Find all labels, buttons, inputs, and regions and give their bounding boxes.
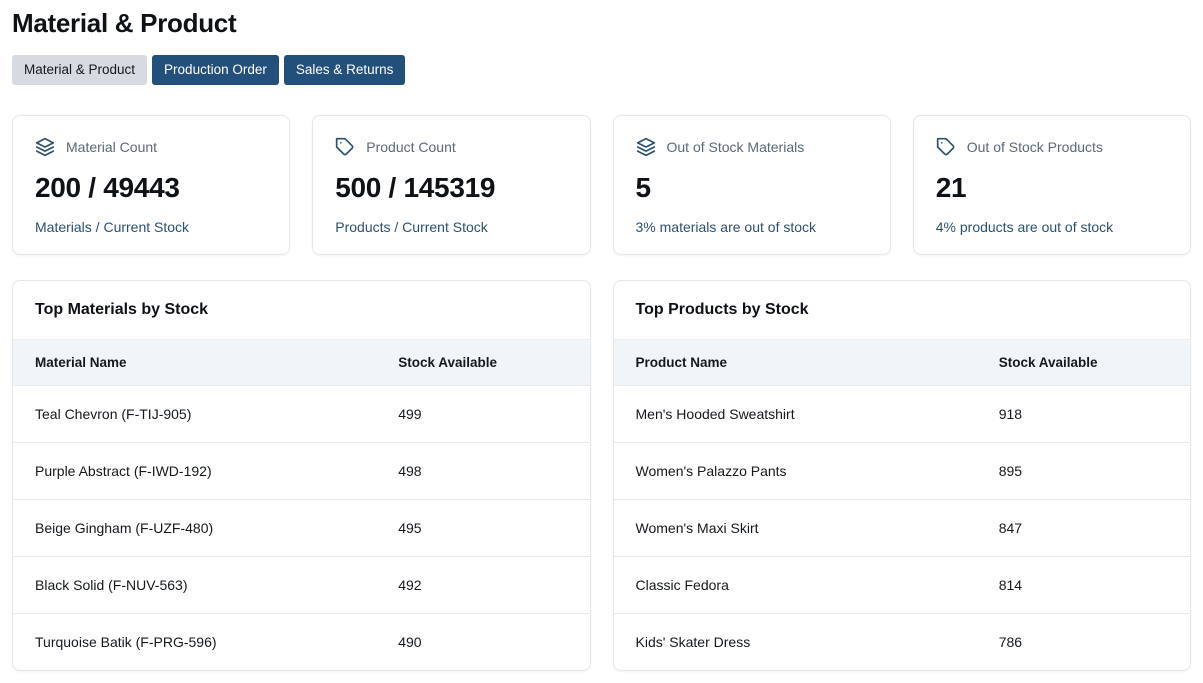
column-header-stock: Stock Available [376, 338, 590, 385]
stat-card-out-of-stock-products: Out of Stock Products 21 4% products are o… [912, 114, 1191, 255]
row-stock: 490 [376, 612, 590, 670]
row-stock: 918 [976, 384, 1190, 442]
row-stock: 492 [376, 555, 590, 613]
stat-card-value: 5 [635, 171, 652, 203]
stat-card-subtitle: Materials / Current Stock [35, 218, 190, 235]
table-row: Kids' Skater Dress 786 [613, 612, 1190, 670]
row-name: Men's Hooded Sweatshirt [613, 384, 977, 442]
stat-card-out-of-stock-materials: Out of Stock Materials 5 3% materials are … [612, 114, 891, 255]
layers-icon [35, 137, 55, 157]
column-header-name: Product Name [613, 338, 977, 385]
data-table: Material Name Stock Available Teal Chevron… [13, 338, 590, 670]
table-row: Women's Palazzo Pants 895 [613, 441, 1190, 499]
row-name: Women's Palazzo Pants [613, 441, 977, 499]
row-stock: 498 [376, 441, 590, 499]
stat-card-value: 200 / 49443 [35, 171, 180, 203]
stat-card-value: 21 [935, 171, 967, 203]
stat-card-label: Out of Stock Products [966, 138, 1103, 155]
table-row: Men's Hooded Sweatshirt 918 [613, 384, 1190, 442]
row-name: Purple Abstract (F-IWD-192) [13, 441, 377, 499]
table-row: Teal Chevron (F-TIJ-905) 499 [13, 384, 590, 442]
table-panel-top-products-by-stock: Top Products by Stock Product Name Stock A… [612, 279, 1191, 671]
table-panel-top-materials-by-stock: Top Materials by Stock Material Name Stock… [12, 279, 591, 671]
row-stock: 786 [976, 612, 1190, 670]
table-row: Beige Gingham (F-UZF-480) 495 [13, 498, 590, 556]
row-name: Black Solid (F-NUV-563) [13, 555, 377, 613]
row-stock: 847 [976, 498, 1190, 556]
table-row: Women's Maxi Skirt 847 [613, 498, 1190, 556]
table-title: Top Materials by Stock [35, 300, 209, 318]
stat-card-header: Material Count [35, 137, 267, 157]
column-header-name: Material Name [13, 338, 377, 385]
tables-row: Top Materials by Stock Material Name Stock… [12, 279, 1191, 671]
column-header-stock: Stock Available [976, 338, 1190, 385]
table-row: Turquoise Batik (F-PRG-596) 490 [13, 612, 590, 670]
data-table: Product Name Stock Available Men's Hooded … [613, 338, 1190, 670]
stat-card-subtitle: 4% products are out of stock [935, 218, 1114, 235]
table-row: Black Solid (F-NUV-563) 492 [13, 555, 590, 613]
tab-production-order[interactable]: Production Order [152, 55, 279, 85]
row-name: Beige Gingham (F-UZF-480) [13, 498, 377, 556]
table-title: Top Products by Stock [635, 300, 809, 318]
row-name: Classic Fedora [613, 555, 977, 613]
table-header-row: Material Name Stock Available [13, 338, 590, 385]
layers-icon [636, 137, 656, 157]
stat-card-subtitle: Products / Current Stock [335, 218, 488, 235]
stat-card-subtitle: 3% materials are out of stock [635, 218, 817, 235]
row-name: Kids' Skater Dress [613, 612, 977, 670]
table-row: Purple Abstract (F-IWD-192) 498 [13, 441, 590, 499]
table-header-row: Product Name Stock Available [613, 338, 1190, 385]
stat-card-label: Product Count [366, 138, 456, 155]
row-stock: 814 [976, 555, 1190, 613]
stat-cards-row: Material Count 200 / 49443 Materials / Cur… [12, 114, 1191, 255]
stat-card-header: Out of Stock Materials [636, 137, 868, 157]
stat-card-label: Material Count [66, 138, 158, 155]
row-name: Teal Chevron (F-TIJ-905) [13, 384, 377, 442]
stat-card-value: 500 / 145319 [335, 171, 496, 203]
row-name: Turquoise Batik (F-PRG-596) [13, 612, 377, 670]
stat-card-label: Out of Stock Materials [666, 138, 805, 155]
table-row: Classic Fedora 814 [613, 555, 1190, 613]
page-title: Material & Product [12, 8, 237, 38]
row-stock: 495 [376, 498, 590, 556]
row-stock: 499 [376, 384, 590, 442]
tab-sales-returns[interactable]: Sales & Returns [283, 55, 406, 85]
tag-icon [335, 137, 355, 157]
stat-card-product-count: Product Count 500 / 145319 Products / Curr… [312, 114, 591, 255]
row-name: Women's Maxi Skirt [613, 498, 977, 556]
stat-card-header: Product Count [335, 137, 567, 157]
tag-icon [936, 137, 956, 157]
tab-material-product[interactable]: Material & Product [12, 55, 148, 85]
stat-card-header: Out of Stock Products [936, 137, 1168, 157]
stat-card-material-count: Material Count 200 / 49443 Materials / Cur… [12, 114, 291, 255]
row-stock: 895 [976, 441, 1190, 499]
tab-bar: Material & Product Production Order Sales … [12, 55, 1191, 85]
